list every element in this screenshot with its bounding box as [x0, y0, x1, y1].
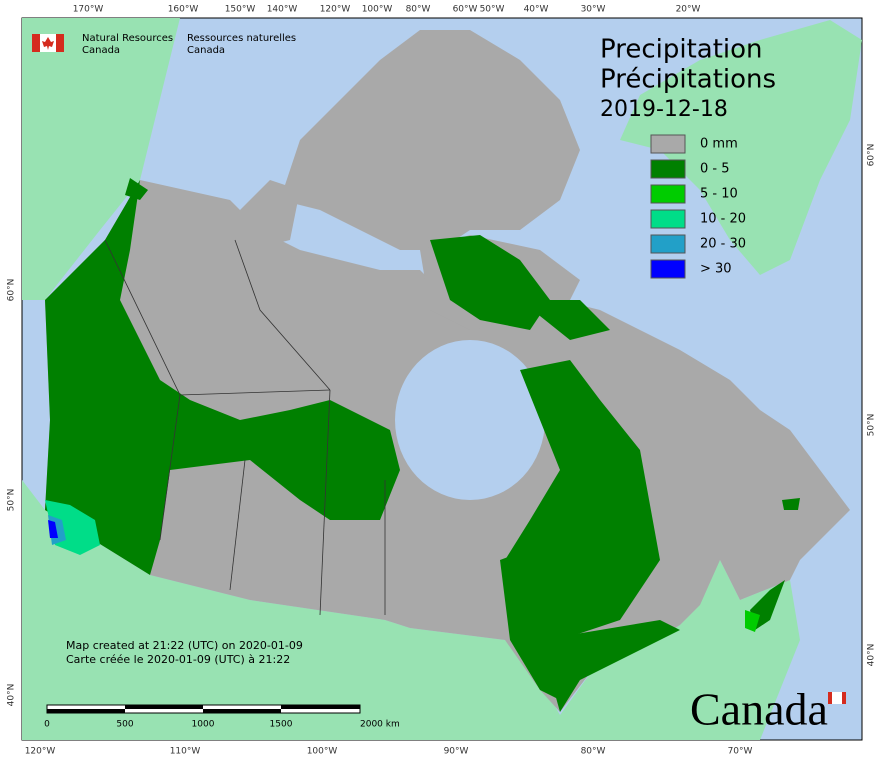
scale-segment [203, 709, 281, 713]
created-fr: Carte créée le 2020-01-09 (UTC) à 21:22 [66, 653, 290, 666]
latitude-label: 60°N [7, 279, 17, 302]
legend-label: 5 - 10 [700, 187, 738, 202]
map-date: 2019-12-18 [600, 97, 728, 122]
flag-bar [32, 34, 40, 52]
flag-bar [56, 34, 64, 52]
scale-segment [281, 705, 360, 709]
map-frame [21, 17, 863, 741]
title-fr: Précipitations [600, 65, 776, 95]
longitude-label: 120°W [25, 747, 56, 757]
title-en: Precipitation [600, 35, 763, 65]
hudson-bay [395, 340, 545, 500]
wordmark: Canada [690, 684, 828, 735]
scale-label: 1500 [270, 720, 293, 730]
legend-swatch [650, 159, 686, 179]
created-en: Map created at 21:22 (UTC) on 2020-01-09 [66, 639, 303, 652]
scale-segment [125, 705, 203, 709]
longitude-label: 170°W [73, 5, 104, 15]
longitude-label: 140°W [267, 5, 298, 15]
scale-bar: 0 500 1000 1500 2000 km [44, 704, 400, 730]
legend-label: > 30 [700, 262, 732, 277]
scale-label: 0 [44, 720, 50, 730]
precip-ontario [500, 545, 560, 700]
longitude-label: 160°W [168, 5, 199, 15]
latitude-label: 50°N [867, 414, 877, 437]
longitude-label: 40°W [524, 5, 549, 15]
longitude-label: 60°W [453, 5, 478, 15]
legend-swatch [650, 234, 686, 254]
longitude-label: 150°W [225, 5, 256, 15]
latitude-label: 40°N [7, 684, 17, 707]
longitude-label: 100°W [362, 5, 393, 15]
greenland [620, 20, 862, 275]
latitude-label: 40°N [867, 644, 877, 667]
borders [104, 239, 386, 616]
scale-segment [47, 709, 125, 713]
longitude-label: 70°W [728, 747, 753, 757]
longitude-label: 90°W [444, 747, 469, 757]
scale-label: 1000 [192, 720, 215, 730]
longitude-label: 20°W [676, 5, 701, 15]
longitude-label: 80°W [581, 747, 606, 757]
precip-coast-heaviest [48, 520, 58, 538]
longitude-label: 120°W [320, 5, 351, 15]
wordmark-flag-field [832, 692, 842, 704]
legend-label: 0 mm [700, 137, 738, 152]
graticule-labels: 170°W 160°W 150°W 140°W 120°W 100°W 80°W 60°W 50… [7, 5, 877, 757]
arctic-islands [280, 30, 580, 250]
agency-en: Canada [82, 45, 120, 56]
legend-swatch [650, 259, 686, 279]
precip-nova-scotia-moderate [745, 610, 760, 632]
latitude-label: 50°N [7, 489, 17, 512]
victoria-island [240, 180, 300, 250]
legend-swatch [650, 184, 686, 204]
longitude-label: 50°W [480, 5, 505, 15]
legend-label: 10 - 20 [700, 212, 746, 227]
precip-west [45, 180, 400, 575]
longitude-label: 110°W [170, 747, 201, 757]
legend-label: 0 - 5 [700, 162, 730, 177]
precip-newfoundland [782, 498, 800, 510]
longitude-label: 30°W [581, 5, 606, 15]
agency-fr: Ressources naturelles [187, 33, 296, 44]
latitude-label: 60°N [867, 144, 877, 167]
border [234, 239, 331, 391]
precip-labrador-coast [520, 300, 610, 340]
flag-leaf [42, 37, 54, 50]
longitude-label: 100°W [307, 747, 338, 757]
scale-label: 500 [116, 720, 133, 730]
legend-swatch [650, 209, 686, 229]
agency-signature: Natural Resources Canada Ressources natu… [32, 33, 296, 56]
precip-baffin [430, 235, 550, 330]
scale-label: 2000 km [360, 720, 400, 730]
border [179, 389, 331, 396]
border [319, 389, 331, 616]
agency-en: Natural Resources [82, 33, 173, 44]
precip-north-yukon [125, 178, 148, 200]
legend-swatch [650, 134, 686, 154]
precip-great-lakes [540, 620, 680, 712]
agency-fr: Canada [187, 45, 225, 56]
legend-label: 20 - 30 [700, 237, 746, 252]
alaska [22, 18, 180, 300]
longitude-label: 80°W [406, 5, 431, 15]
border [229, 459, 246, 591]
legend: 0 mm 0 - 5 5 - 10 10 - 20 20 - 30 > 30 [650, 134, 746, 279]
united-states [22, 480, 800, 740]
